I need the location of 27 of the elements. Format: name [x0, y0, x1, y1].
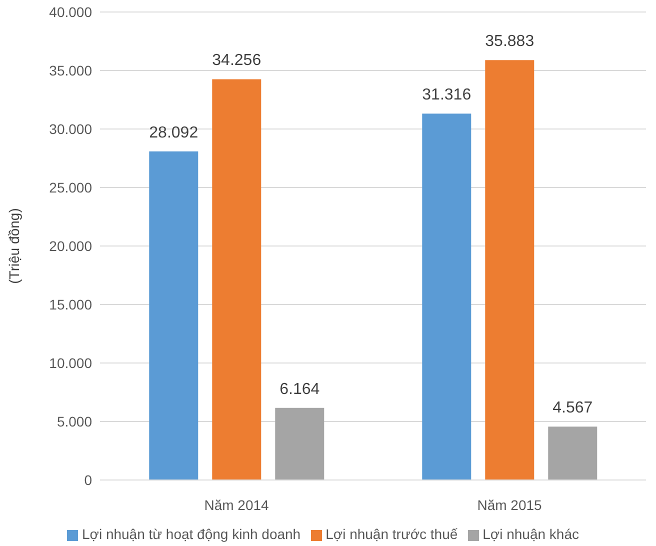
- data-label: 35.883: [485, 33, 534, 50]
- x-tick-label: Năm 2015: [477, 496, 542, 513]
- bar: [548, 426, 598, 480]
- legend-label: Lợi nhuận trước thuế: [326, 526, 458, 542]
- y-tick-label: 5.000: [56, 413, 92, 430]
- y-tick-label: 35.000: [49, 62, 92, 78]
- data-label: 4.567: [552, 400, 593, 417]
- bar: [485, 60, 534, 480]
- y-tick-label: 0: [84, 472, 92, 488]
- y-tick-label: 10.000: [49, 354, 92, 371]
- x-tick-label: Năm 2014: [204, 496, 270, 513]
- bar: [212, 79, 262, 480]
- y-tick-label: 30.000: [49, 120, 92, 137]
- bar: [275, 408, 324, 480]
- legend-label: Lợi nhuận khác: [482, 526, 579, 542]
- data-label: 31.316: [422, 86, 472, 104]
- y-axis-title: (Triệu đồng): [6, 208, 22, 284]
- y-tick-label: 20.000: [49, 238, 92, 254]
- data-label: 34.256: [212, 52, 262, 70]
- y-tick-label: 15.000: [49, 296, 92, 312]
- data-label: 6.164: [280, 380, 320, 398]
- bar: [422, 114, 472, 480]
- bar: [149, 151, 198, 480]
- legend-label: Lợi nhuận từ hoạt động kinh doanh: [82, 526, 301, 542]
- y-tick-label: 40.000: [49, 4, 92, 20]
- y-tick-label: 25.000: [49, 179, 92, 196]
- data-label: 28.092: [149, 124, 198, 142]
